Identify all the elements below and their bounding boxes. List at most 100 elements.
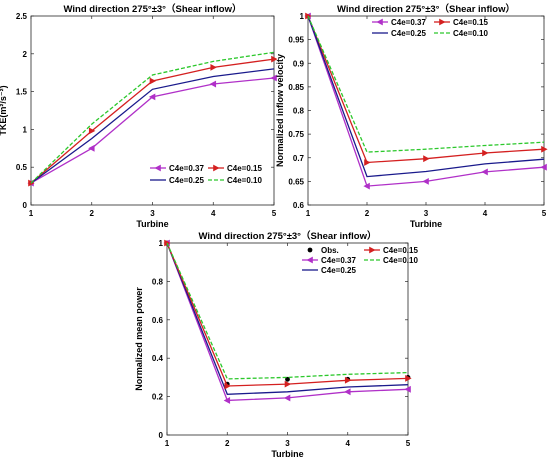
data-point	[223, 397, 231, 404]
data-point	[364, 159, 371, 166]
series-3	[166, 242, 409, 395]
legend-marker	[369, 246, 376, 254]
y-tick-label: 0.6	[293, 201, 305, 210]
y-tick-label: 0.85	[288, 83, 304, 92]
legend-item: C4e=0.10	[434, 29, 488, 38]
chart-1: 1 2 3 4 5 0 0.5 1 1.5 2 2.5 Wind direction 275°±3°（…	[0, 3, 278, 229]
data-point	[363, 182, 370, 190]
x-axis-label: Turbine	[410, 219, 442, 229]
legend-item: Obs.	[307, 246, 339, 255]
data-point	[482, 149, 489, 157]
data-point	[284, 380, 292, 388]
x-tick-label: 4	[483, 209, 488, 218]
legend-marker	[213, 164, 220, 172]
y-tick-label: 0	[23, 201, 28, 210]
legend-marker	[154, 164, 161, 172]
legend-item: C4e=0.10	[208, 176, 262, 185]
series-2	[305, 12, 548, 166]
series-line	[166, 242, 409, 380]
legend-label: C4e=0.25	[169, 176, 204, 185]
y-tick-label: 0.8	[152, 277, 164, 286]
legend-label: Obs.	[321, 246, 339, 255]
x-axis-label: Turbine	[271, 449, 303, 459]
x-tick-label: 2	[90, 209, 95, 218]
chart-2: 1 2 3 4 5 0.6 0.65 0.7 0.75 0.8 0.85 0.9 0.95 1 Wind d…	[275, 3, 548, 229]
series-2	[163, 239, 411, 404]
x-tick-label: 2	[365, 209, 370, 218]
series-line	[30, 51, 275, 184]
legend-label: C4e=0.15	[453, 18, 488, 27]
data-point	[270, 74, 277, 82]
y-tick-label: 0.65	[288, 177, 304, 186]
x-tick-label: 1	[29, 209, 34, 218]
x-tick-label: 4	[346, 439, 351, 448]
series-line	[30, 68, 275, 184]
y-tick-label: 0.7	[293, 154, 305, 163]
legend-label: C4e=0.37	[169, 164, 204, 173]
x-tick-label: 4	[211, 209, 216, 218]
y-tick-label: 1	[23, 125, 28, 134]
data-point	[422, 177, 429, 185]
legend-label: C4e=0.37	[391, 18, 426, 27]
data-point	[344, 376, 352, 384]
y-tick-label: 1.5	[16, 88, 28, 97]
legend-item: C4e=0.37	[302, 256, 356, 265]
chart-title: Wind direction 275°±3°（Shear inflow）	[199, 230, 377, 242]
legend-item: C4e=0.25	[302, 266, 356, 275]
legend-item: C4e=0.25	[150, 176, 204, 185]
legend-marker	[307, 247, 313, 253]
series-3	[30, 68, 275, 184]
series-line	[307, 15, 545, 153]
y-tick-label: 0	[159, 431, 164, 440]
legend: C4e=0.37 C4e=0.15 C4e=0.25 C4e=0.10	[150, 164, 262, 185]
x-tick-label: 5	[406, 439, 411, 448]
series-3	[307, 15, 545, 178]
x-tick-label: 3	[150, 209, 155, 218]
y-tick-label: 0.95	[288, 36, 304, 45]
y-tick-label: 0.5	[16, 163, 28, 172]
y-axis-label: TKE(m²/s⁻²)	[0, 85, 8, 135]
legend-item: C4e=0.10	[364, 256, 418, 265]
data-point	[481, 168, 488, 176]
x-tick-label: 5	[542, 209, 547, 218]
data-point	[224, 382, 231, 390]
legend-label: C4e=0.37	[321, 256, 356, 265]
data-point	[285, 376, 290, 382]
chart-title: Wind direction 275°±3°（Shear inflow）	[64, 3, 242, 15]
series-line	[307, 15, 545, 178]
y-tick-label: 0.2	[152, 393, 164, 402]
y-tick-label: 1	[300, 12, 305, 21]
legend-item: C4e=0.15	[434, 18, 488, 27]
data-point	[283, 394, 291, 402]
y-axis-label: Normalized mean power	[134, 287, 144, 391]
data-point	[210, 64, 217, 71]
legend-label: C4e=0.15	[227, 164, 262, 173]
data-point	[149, 77, 157, 85]
legend: C4e=0.37 C4e=0.15 C4e=0.25 C4e=0.10	[372, 18, 488, 38]
legend-marker	[376, 18, 383, 26]
series-line	[166, 242, 409, 395]
data-point	[423, 155, 430, 163]
y-tick-label: 0.4	[152, 354, 164, 363]
plot-area	[30, 15, 275, 206]
data-point	[88, 127, 96, 135]
y-tick-label: 0.9	[293, 59, 305, 68]
legend-label: C4e=0.25	[321, 266, 356, 275]
series-1	[304, 12, 547, 190]
legend: Obs. C4e=0.15 C4e=0.37 C4e=0.10 C4e=0.25	[302, 246, 418, 275]
series-1	[27, 74, 277, 187]
data-point	[344, 388, 351, 396]
y-tick-label: 2.5	[16, 12, 28, 21]
legend-item: C4e=0.37	[150, 164, 204, 173]
x-tick-label: 2	[225, 439, 230, 448]
y-tick-label: 2	[23, 50, 28, 59]
data-point	[405, 374, 412, 382]
chart-title: Wind direction 275°±3°（Shear inflow）	[337, 3, 515, 15]
series-4	[307, 15, 545, 153]
x-tick-label: 5	[272, 209, 277, 218]
x-tick-label: 1	[165, 439, 170, 448]
legend-marker	[306, 256, 313, 264]
data-point	[404, 385, 411, 393]
legend-marker	[439, 18, 446, 26]
